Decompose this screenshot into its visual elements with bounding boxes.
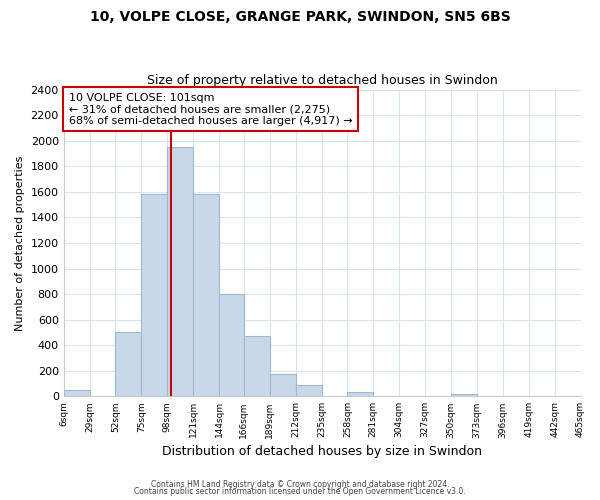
Bar — [219, 294, 244, 396]
Bar — [270, 374, 296, 396]
Text: 10, VOLPE CLOSE, GRANGE PARK, SWINDON, SN5 6BS: 10, VOLPE CLOSE, GRANGE PARK, SWINDON, S… — [89, 10, 511, 24]
Title: Size of property relative to detached houses in Swindon: Size of property relative to detached ho… — [147, 74, 497, 87]
Y-axis label: Number of detached properties: Number of detached properties — [15, 155, 25, 330]
Text: Contains public sector information licensed under the Open Government Licence v3: Contains public sector information licen… — [134, 487, 466, 496]
Text: 10 VOLPE CLOSE: 101sqm
← 31% of detached houses are smaller (2,275)
68% of semi-: 10 VOLPE CLOSE: 101sqm ← 31% of detached… — [69, 92, 352, 126]
Bar — [347, 392, 373, 396]
Bar — [167, 147, 193, 396]
Bar — [115, 332, 142, 396]
Bar — [193, 194, 219, 396]
Bar — [296, 385, 322, 396]
X-axis label: Distribution of detached houses by size in Swindon: Distribution of detached houses by size … — [162, 444, 482, 458]
Bar — [244, 336, 270, 396]
Text: Contains HM Land Registry data © Crown copyright and database right 2024.: Contains HM Land Registry data © Crown c… — [151, 480, 449, 489]
Bar — [64, 390, 89, 396]
Bar — [451, 394, 477, 396]
Bar — [142, 194, 167, 396]
